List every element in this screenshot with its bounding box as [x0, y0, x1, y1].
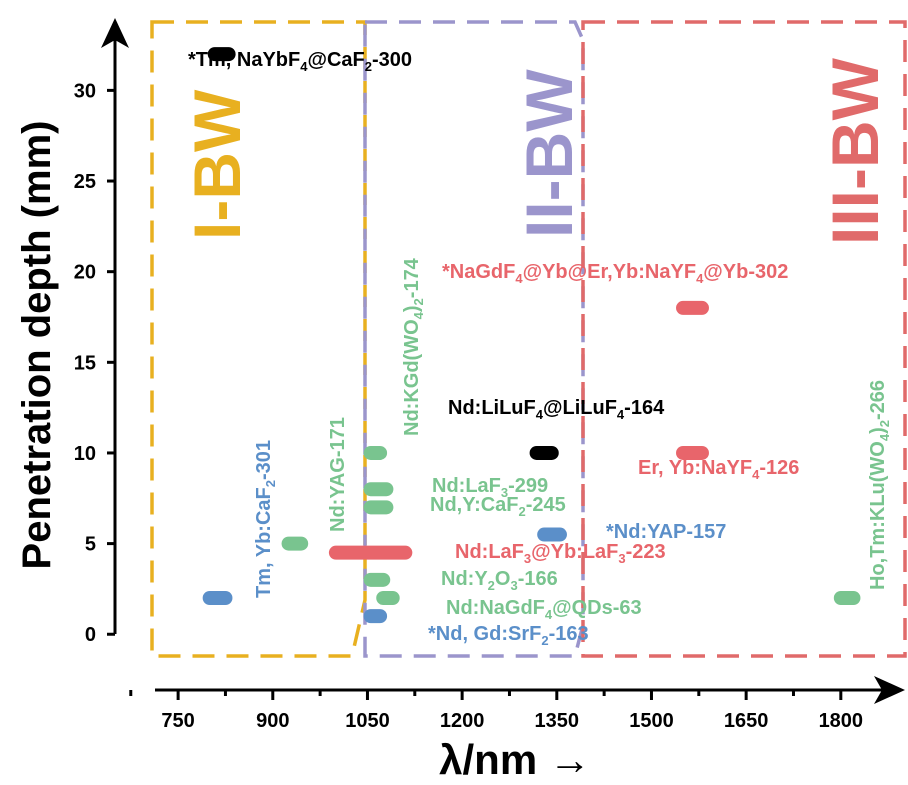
x-tick-label: 750: [161, 710, 194, 732]
x-axis-title: λ/nm →: [439, 736, 591, 783]
y-axis: 0 5 10 15 20 25 30 Penetration depth (mm): [15, 18, 129, 646]
x-tick-label: 1800: [819, 710, 864, 732]
x-tick-label: 1200: [440, 710, 485, 732]
x-tick-label: 1500: [629, 710, 674, 732]
x-tick-label: 1050: [345, 710, 390, 732]
band-I-label: I-BW: [180, 89, 254, 240]
y-tick-label: 0: [85, 624, 96, 646]
y-tick-label: 5: [85, 534, 96, 556]
band-II-label: II-BW: [512, 69, 586, 238]
point-label: Nd:Y2O3-166: [441, 568, 558, 593]
x-axis: 750 900 1050 1200 1350 1500 1650 1800 λ/nm →: [129, 676, 905, 783]
x-axis-arrow-icon: [874, 676, 905, 704]
point-label: Nd,Y:CaF2-245: [430, 494, 566, 519]
point-label: Nd:NaGdF4@QDs-63: [446, 597, 642, 622]
x-tick-label: 1350: [535, 710, 580, 732]
x-tick-label: 1650: [724, 710, 769, 732]
y-tick-label: 10: [74, 443, 96, 465]
band-III-region: [581, 20, 907, 658]
band-II-region: [363, 20, 585, 658]
point-label: Nd:LiLuF4@LiLuF4-164: [448, 397, 665, 422]
y-tick-label: 15: [74, 352, 96, 374]
labels-group: *Tm, NaYbF4@CaF2-300 Tm, Yb:CaF2-301 Nd:YA…: [188, 49, 892, 648]
marks-group: [202, 47, 861, 624]
point-label: Nd:LaF3-299: [432, 475, 548, 500]
point-label: *NaGdF4@Yb@Er,Yb:NaYF4@Yb-302: [442, 261, 788, 286]
point-label: *Nd, Gd:SrF2-163: [428, 623, 589, 648]
y-tick-label: 25: [74, 171, 96, 193]
band-III-label: III-BW: [818, 57, 892, 245]
point-label: *Tm, NaYbF4@CaF2-300: [188, 49, 412, 74]
bands-group: [150, 20, 907, 658]
y-axis-arrow-icon: [101, 18, 129, 48]
x-tick-label: 900: [256, 710, 289, 732]
point-label: Nd:KGd(WO4)2-174: [401, 257, 426, 436]
point-label: Er, Yb:NaYF4-126: [638, 457, 799, 482]
point-label: Nd:LaF3@Yb:LaF3-223: [455, 541, 666, 566]
point-label: *Nd:YAP-157: [606, 521, 726, 543]
y-axis-title: Penetration depth (mm): [15, 121, 59, 570]
y-tick-label: 20: [74, 262, 96, 284]
point-label: Ho,Tm:KLu(WO4)2-266: [867, 380, 892, 590]
y-tick-label: 30: [74, 80, 96, 102]
point-label: Tm, Yb:CaF2-301: [253, 440, 278, 598]
point-label: Nd:YAG-171: [327, 417, 349, 532]
band-I-region: [150, 20, 367, 658]
